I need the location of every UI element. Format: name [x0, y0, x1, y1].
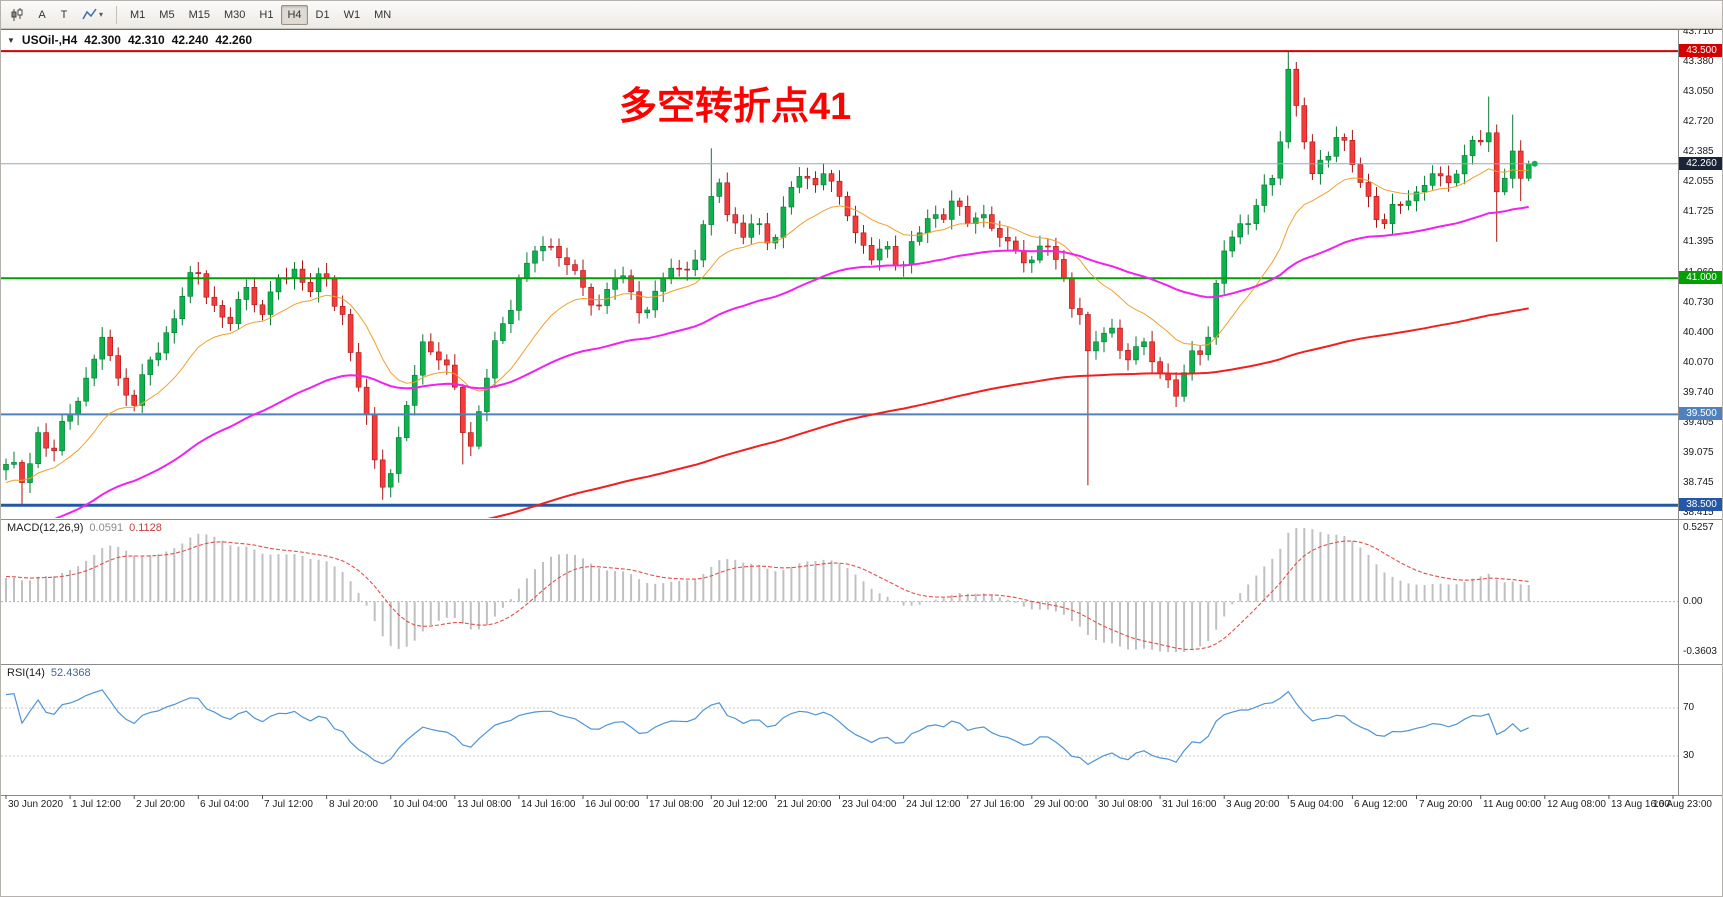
- time-axis-label: 16 Aug 23:00: [1653, 799, 1712, 810]
- collapse-triangle-icon[interactable]: ▼: [7, 35, 15, 45]
- time-axis-label: 7 Jul 12:00: [264, 799, 313, 810]
- time-axis-label: 24 Jul 12:00: [906, 799, 961, 810]
- timeframe-h1-button[interactable]: H1: [253, 5, 279, 25]
- time-axis-label: 17 Jul 08:00: [649, 799, 704, 810]
- text-tool-button[interactable]: T: [54, 5, 74, 25]
- timeframe-h4-button[interactable]: H4: [281, 4, 308, 25]
- time-axis-label: 20 Jul 12:00: [713, 799, 768, 810]
- time-axis-label: 12 Aug 08:00: [1547, 799, 1606, 810]
- time-axis-label: 1 Jul 12:00: [72, 799, 121, 810]
- price-tick-label: 42.385: [1683, 146, 1714, 157]
- time-axis-label: 5 Aug 04:00: [1290, 799, 1344, 810]
- price-tick-label: 39.075: [1683, 447, 1714, 458]
- candlestick-chart-icon: [11, 7, 23, 21]
- time-axis-label: 21 Jul 20:00: [777, 799, 832, 810]
- price-tick-label: 38.745: [1683, 477, 1714, 488]
- timeframe-mn-button[interactable]: MN: [368, 5, 397, 25]
- price-tick-label: 41.395: [1683, 236, 1714, 247]
- chart-type-button[interactable]: [4, 5, 30, 25]
- level-price-badge: 39.500: [1679, 407, 1722, 420]
- timeframe-m1-button[interactable]: M1: [124, 5, 151, 25]
- time-axis-label: 8 Jul 20:00: [329, 799, 378, 810]
- price-tick-label: 39.405: [1683, 417, 1714, 428]
- time-axis-label: 23 Jul 04:00: [842, 799, 897, 810]
- quote-close: 42.260: [215, 33, 253, 47]
- timeframe-m30-button[interactable]: M30: [218, 5, 251, 25]
- symbol-period-label: USOil-,H4: [21, 33, 78, 47]
- toolbar-separator: [116, 5, 118, 24]
- time-axis-label: 2 Jul 20:00: [136, 799, 185, 810]
- price-tick-label: 41.725: [1683, 206, 1714, 217]
- drawing-tools-button[interactable]: ▾: [76, 5, 109, 25]
- price-tick-label: 42.055: [1683, 176, 1714, 187]
- price-tick-label: 38.415: [1683, 507, 1714, 518]
- time-axis-label: 3 Aug 20:00: [1226, 799, 1280, 810]
- time-axis-label: 6 Aug 12:00: [1354, 799, 1408, 810]
- time-axis-label: 30 Jul 08:00: [1098, 799, 1153, 810]
- zigzag-line-icon: [82, 8, 97, 20]
- quote-high: 42.310: [127, 33, 165, 47]
- price-tick-label: 43.710: [1683, 26, 1714, 37]
- time-axis-label: 6 Jul 04:00: [200, 799, 249, 810]
- price-tick-label: 42.720: [1683, 116, 1714, 127]
- timeframe-m15-button[interactable]: M15: [183, 5, 216, 25]
- quote-open: 42.300: [84, 33, 121, 47]
- time-axis-label: 29 Jul 00:00: [1034, 799, 1089, 810]
- rsi-level-label: 70: [1683, 702, 1695, 713]
- cursor-a-button[interactable]: A: [32, 5, 52, 25]
- price-tick-label: 39.740: [1683, 387, 1714, 398]
- quote-low: 42.240: [171, 33, 209, 47]
- dropdown-caret-icon: ▾: [99, 10, 104, 19]
- timeframe-group: M1 M5 M15 M30 H1 H4 D1 W1 MN: [124, 4, 397, 25]
- time-axis-label: 14 Jul 16:00: [521, 799, 576, 810]
- price-tick-label: 40.070: [1683, 357, 1714, 368]
- level-price-badge: 43.500: [1679, 44, 1722, 57]
- macd-scale-label: -0.3603: [1683, 646, 1717, 657]
- time-axis-label: 7 Aug 20:00: [1419, 799, 1473, 810]
- current-price-badge: 42.260: [1679, 157, 1722, 170]
- price-tick-label: 40.730: [1683, 297, 1714, 308]
- timeframe-d1-button[interactable]: D1: [310, 5, 336, 25]
- time-axis-label: 16 Jul 00:00: [585, 799, 640, 810]
- level-price-badge: 41.000: [1679, 271, 1722, 284]
- time-axis-label: 11 Aug 00:00: [1483, 799, 1542, 810]
- time-axis-label: 10 Jul 04:00: [393, 799, 448, 810]
- time-axis-label: 13 Jul 08:00: [457, 799, 512, 810]
- time-axis-label: 13 Aug 16:00: [1611, 799, 1670, 810]
- timeframe-m5-button[interactable]: M5: [153, 5, 180, 25]
- price-tick-label: 40.400: [1683, 327, 1714, 338]
- macd-scale-label: 0.00: [1683, 596, 1703, 607]
- timeframe-w1-button[interactable]: W1: [338, 5, 367, 25]
- time-axis-label: 30 Jun 2020: [8, 799, 64, 810]
- time-axis-label: 31 Jul 16:00: [1162, 799, 1217, 810]
- price-tick-label: 43.050: [1683, 86, 1714, 97]
- chart-toolbar: A T ▾ M1 M5 M15 M30 H1 H4 D1 W1 MN: [1, 1, 1722, 29]
- price-tick-label: 43.380: [1683, 56, 1714, 67]
- time-axis-label: 27 Jul 16:00: [970, 799, 1025, 810]
- macd-scale-label: 0.5257: [1683, 522, 1714, 533]
- chart-quote-line[interactable]: ▼ USOil-,H4 42.300 42.310 42.240 42.260: [7, 33, 252, 47]
- rsi-level-label: 30: [1683, 750, 1695, 761]
- level-price-badge: 38.500: [1679, 498, 1722, 511]
